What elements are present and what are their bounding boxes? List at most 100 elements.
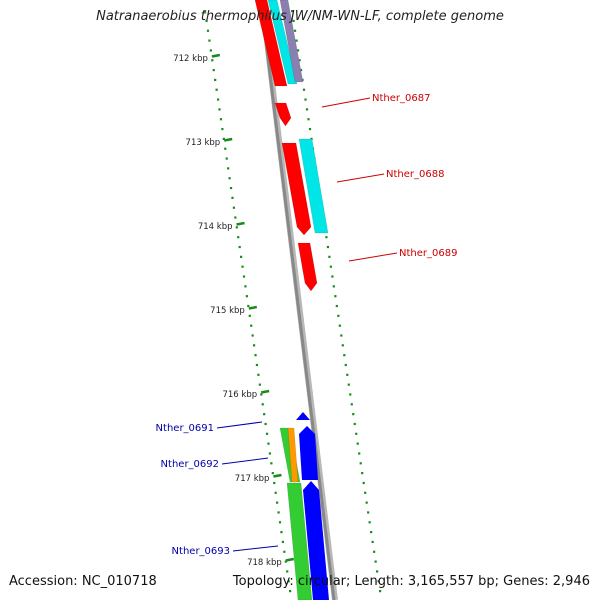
position-ticks: 712 kbp 713 kbp 714 kbp 715 kbp 716 kbp 717 k… xyxy=(173,53,294,568)
inner-dot xyxy=(229,186,233,190)
outer-tick-dots xyxy=(291,10,382,593)
gene-label-nther-0692: Nther_0692 xyxy=(161,459,219,470)
inner-dot xyxy=(245,295,248,298)
genome-title: Natranaerobius thermophilus JW/NM-WN-LF,… xyxy=(96,9,504,24)
inner-dot xyxy=(238,245,241,249)
inner-dot xyxy=(244,285,247,288)
outer-dot xyxy=(341,344,344,347)
outer-dot xyxy=(367,511,370,514)
inner-dot xyxy=(235,226,238,229)
inner-dot xyxy=(204,10,207,13)
inner-dot xyxy=(206,29,210,32)
outer-dot xyxy=(328,255,331,258)
tick-label: 713 kbp xyxy=(186,138,221,148)
gene-feature-nther-0691 xyxy=(296,412,310,420)
callout-line xyxy=(216,421,263,429)
outer-dot xyxy=(373,550,376,553)
outer-dot xyxy=(291,10,294,13)
inner-dot xyxy=(251,334,254,337)
gene-features xyxy=(254,0,329,601)
inner-dot xyxy=(268,452,272,455)
tick-mark xyxy=(223,137,233,142)
inner-dot xyxy=(250,324,253,327)
outer-dot xyxy=(362,481,365,485)
gene-feature-nther-0688 xyxy=(281,142,312,236)
outer-dot xyxy=(329,265,332,268)
inner-dot xyxy=(263,413,266,416)
tick-label: 712 kbp xyxy=(173,54,208,64)
tick-mark xyxy=(273,473,282,478)
inner-dot xyxy=(260,393,263,396)
gene-feature-purple xyxy=(279,0,304,83)
inner-dot xyxy=(234,216,237,219)
inner-dot xyxy=(276,501,279,504)
gene-feature-nther-0692 xyxy=(299,426,318,480)
gene-label-nther-0689: Nther_0689 xyxy=(399,248,457,259)
outer-dot xyxy=(343,354,346,357)
outer-dot xyxy=(358,452,361,455)
inner-dot xyxy=(261,403,264,406)
outer-dot xyxy=(307,118,310,121)
callout-line xyxy=(336,173,385,183)
inner-dot xyxy=(254,354,257,357)
inner-dot xyxy=(222,137,225,140)
outer-dot xyxy=(337,314,340,317)
outer-dot xyxy=(332,285,335,288)
inner-dot xyxy=(218,108,221,111)
gene-feature-cyan-2 xyxy=(298,138,329,234)
inner-dot xyxy=(271,472,274,475)
callout-line xyxy=(232,545,279,552)
callout-line xyxy=(221,457,269,465)
inner-dot xyxy=(274,491,277,494)
inner-dot xyxy=(219,118,223,121)
gene-label-nther-0688: Nther_0688 xyxy=(386,169,444,180)
inner-dot xyxy=(267,442,270,445)
inner-dot xyxy=(240,255,243,258)
topology-text: Topology: circular; Length: 3,165,557 bp… xyxy=(232,574,590,589)
inner-dot xyxy=(232,206,236,209)
outer-dot xyxy=(340,334,343,337)
outer-dot xyxy=(356,442,359,445)
outer-dot xyxy=(346,373,349,376)
outer-dot xyxy=(376,570,379,573)
outer-dot xyxy=(368,521,371,524)
inner-dot xyxy=(273,481,276,485)
outer-dot xyxy=(292,19,295,23)
inner-dot xyxy=(257,373,260,376)
inner-dot xyxy=(205,19,208,23)
outer-dot xyxy=(352,413,355,416)
inner-dot xyxy=(227,167,230,170)
inner-dot xyxy=(225,157,228,160)
inner-tick-dots xyxy=(204,10,292,593)
inner-dot xyxy=(277,511,280,514)
inner-dot xyxy=(224,147,227,150)
outer-dot xyxy=(331,275,334,278)
inner-dot xyxy=(287,580,290,583)
outer-dot xyxy=(308,127,312,131)
inner-dot xyxy=(286,570,289,573)
inner-dot xyxy=(289,590,292,593)
tick-label: 714 kbp xyxy=(198,222,233,232)
outer-dot xyxy=(374,560,377,563)
inner-dot xyxy=(231,196,234,199)
genome-backbone xyxy=(259,0,338,601)
gene-label-callouts: Nther_0687 Nther_0688 Nther_0689 Nther_0691… xyxy=(156,93,458,557)
outer-dot xyxy=(364,491,367,494)
inner-dot xyxy=(252,344,256,347)
inner-dot xyxy=(209,49,212,52)
outer-dot xyxy=(379,590,382,593)
gene-label-nther-0691: Nther_0691 xyxy=(156,423,214,434)
outer-dot xyxy=(377,580,380,583)
outer-dot xyxy=(295,39,298,42)
inner-dot xyxy=(264,422,267,426)
outer-dot xyxy=(310,137,313,140)
outer-dot xyxy=(347,383,350,386)
inner-dot xyxy=(255,363,259,367)
inner-dot xyxy=(242,275,246,278)
inner-dot xyxy=(208,39,211,42)
tick-mark xyxy=(211,53,221,58)
backbone-core xyxy=(259,0,336,601)
tick-mark xyxy=(236,221,245,226)
outer-dot xyxy=(350,403,353,406)
